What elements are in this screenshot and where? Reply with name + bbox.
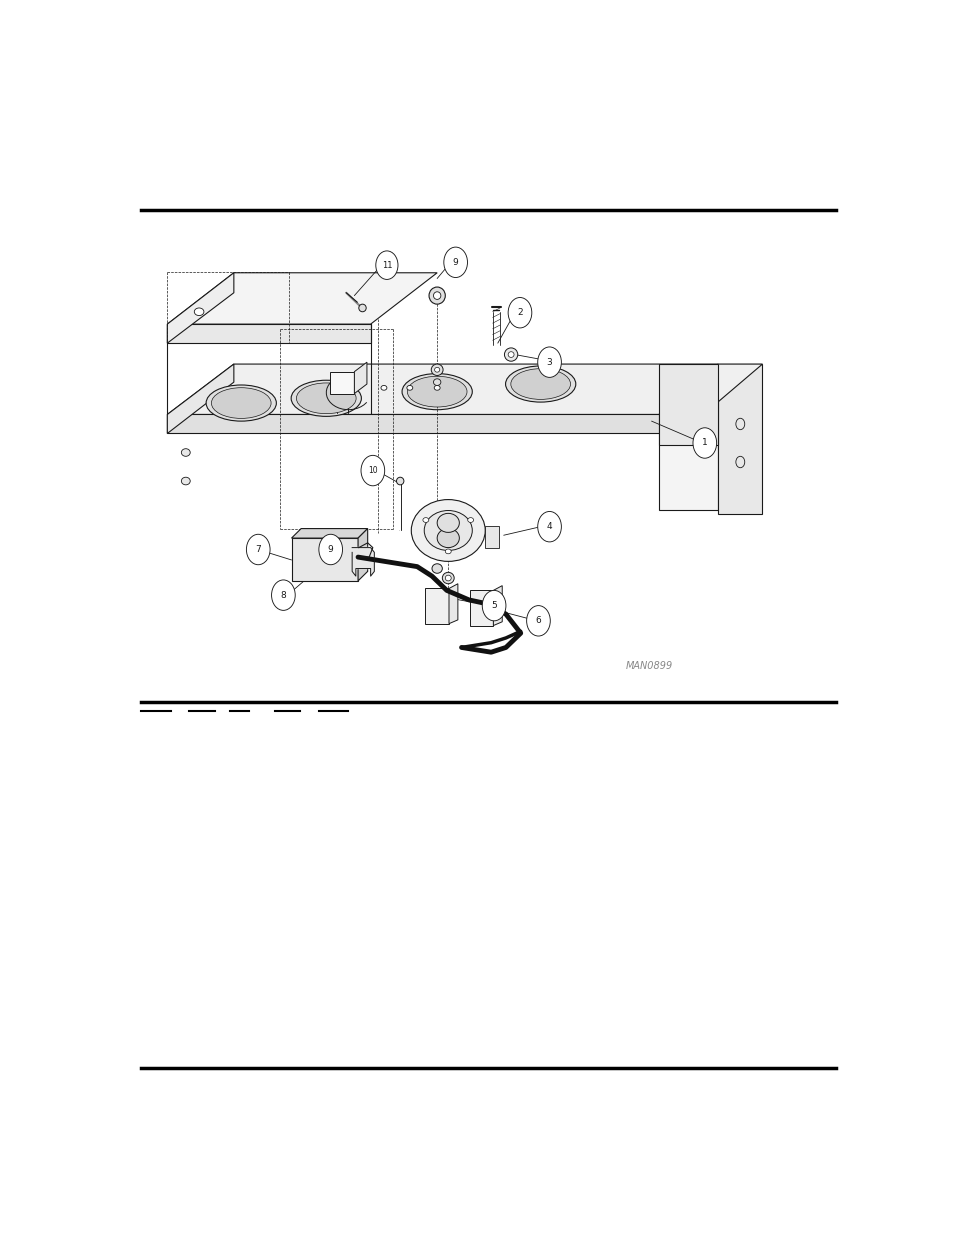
Ellipse shape (442, 572, 454, 584)
Ellipse shape (508, 352, 514, 357)
Text: 9: 9 (328, 545, 334, 555)
Circle shape (482, 590, 505, 621)
Text: MAN0899: MAN0899 (625, 662, 672, 672)
Ellipse shape (296, 383, 355, 414)
Ellipse shape (181, 448, 190, 456)
Ellipse shape (436, 529, 459, 547)
Ellipse shape (505, 366, 576, 403)
Polygon shape (449, 584, 457, 624)
Ellipse shape (510, 369, 570, 399)
Ellipse shape (431, 364, 442, 375)
Polygon shape (425, 589, 449, 624)
Circle shape (508, 298, 531, 329)
Ellipse shape (291, 380, 361, 416)
Circle shape (537, 511, 560, 542)
Text: 6: 6 (535, 616, 540, 625)
Polygon shape (352, 547, 374, 576)
Ellipse shape (735, 456, 744, 468)
Polygon shape (354, 362, 367, 394)
Polygon shape (167, 324, 370, 343)
Ellipse shape (194, 308, 204, 316)
Text: 1: 1 (701, 438, 707, 447)
Ellipse shape (396, 477, 403, 485)
Ellipse shape (401, 373, 472, 410)
Polygon shape (330, 372, 354, 394)
Ellipse shape (407, 377, 467, 408)
Ellipse shape (504, 348, 517, 361)
Text: 10: 10 (368, 466, 377, 475)
Polygon shape (659, 364, 761, 415)
Ellipse shape (433, 291, 440, 299)
Ellipse shape (445, 550, 451, 553)
Ellipse shape (735, 419, 744, 430)
Text: 9: 9 (453, 258, 458, 267)
Polygon shape (167, 364, 233, 433)
Circle shape (360, 456, 384, 485)
Text: 2: 2 (517, 309, 522, 317)
Polygon shape (167, 364, 718, 415)
Ellipse shape (411, 500, 485, 562)
Text: 11: 11 (381, 261, 392, 269)
Polygon shape (292, 538, 357, 580)
Polygon shape (469, 590, 493, 626)
Circle shape (692, 427, 716, 458)
Ellipse shape (445, 576, 451, 580)
Text: 8: 8 (280, 590, 286, 600)
Ellipse shape (434, 385, 439, 390)
Circle shape (375, 251, 397, 279)
Ellipse shape (436, 514, 459, 532)
Polygon shape (167, 273, 436, 324)
Ellipse shape (212, 388, 271, 419)
Polygon shape (167, 273, 233, 343)
Polygon shape (718, 364, 761, 514)
Text: 5: 5 (491, 601, 497, 610)
Text: 3: 3 (546, 358, 552, 367)
Ellipse shape (181, 477, 190, 485)
Polygon shape (485, 526, 498, 547)
Ellipse shape (467, 517, 473, 522)
Circle shape (443, 247, 467, 278)
Ellipse shape (435, 367, 439, 372)
Text: 7: 7 (255, 545, 261, 555)
Text: 4: 4 (546, 522, 552, 531)
Circle shape (272, 580, 294, 610)
Ellipse shape (406, 385, 413, 390)
Ellipse shape (429, 287, 445, 304)
Polygon shape (659, 364, 718, 445)
Ellipse shape (380, 385, 387, 390)
Ellipse shape (432, 563, 442, 573)
Ellipse shape (433, 379, 440, 385)
Ellipse shape (206, 385, 276, 421)
Circle shape (526, 605, 550, 636)
Circle shape (318, 535, 342, 564)
Polygon shape (357, 529, 367, 580)
Ellipse shape (358, 304, 366, 311)
Ellipse shape (422, 517, 428, 522)
Circle shape (246, 535, 270, 564)
Circle shape (537, 347, 560, 378)
Ellipse shape (424, 510, 472, 551)
Polygon shape (659, 433, 718, 510)
Polygon shape (292, 529, 367, 538)
Polygon shape (167, 415, 659, 433)
Polygon shape (493, 585, 501, 626)
